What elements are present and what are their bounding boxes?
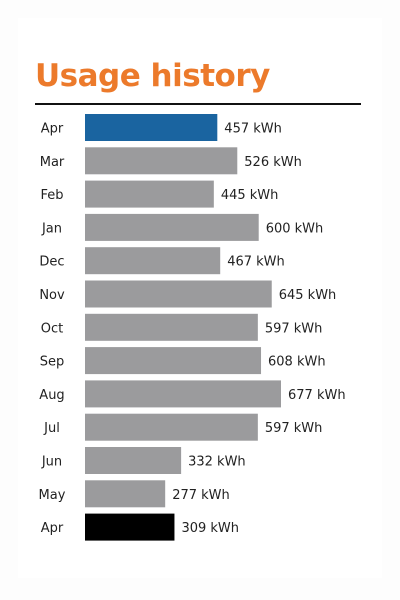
usage-value-label: 445 kWh <box>221 188 279 203</box>
usage-value-label: 597 kWh <box>265 421 323 436</box>
month-label: Oct <box>41 321 63 336</box>
month-label: Jul <box>43 421 60 436</box>
month-label: Dec <box>39 255 64 270</box>
usage-bar <box>85 114 218 141</box>
usage-bar <box>85 347 262 375</box>
usage-bar <box>85 313 258 341</box>
usage-value-label: 457 kWh <box>224 122 282 137</box>
month-label: Jan <box>41 221 62 236</box>
usage-bar <box>85 513 175 541</box>
usage-value-label: 277 kWh <box>172 488 230 503</box>
title-divider <box>35 103 361 105</box>
usage-bar <box>85 147 238 175</box>
usage-value-label: 526 kWh <box>244 155 302 170</box>
usage-bar <box>85 447 182 474</box>
usage-value-label: 677 kWh <box>288 388 346 403</box>
chart-title: Usage history <box>35 58 270 94</box>
usage-value-label: 309 kWh <box>181 521 239 536</box>
usage-bar <box>85 380 281 408</box>
usage-value-label: 597 kWh <box>265 321 323 336</box>
usage-value-label: 600 kWh <box>266 221 324 236</box>
usage-value-label: 467 kWh <box>227 255 285 270</box>
usage-history-card: Usage history Apr 457 kWh Mar 526 kWh Feb 445… <box>18 18 382 578</box>
month-label: May <box>39 488 66 503</box>
usage-bar <box>85 213 259 241</box>
usage-bar-chart: Apr 457 kWh Mar 526 kWh Feb 445 kWh Jan 600 kWh… <box>39 114 346 541</box>
month-label: Aug <box>39 388 64 403</box>
usage-value-label: 608 kWh <box>268 355 326 370</box>
usage-bar <box>85 280 272 308</box>
month-label: Mar <box>40 155 65 170</box>
usage-value-label: 645 kWh <box>279 288 337 303</box>
month-label: Feb <box>40 188 63 203</box>
usage-value-label: 332 kWh <box>188 455 246 470</box>
usage-bar <box>85 180 214 208</box>
month-label: Nov <box>39 288 65 303</box>
month-label: Jun <box>41 455 62 470</box>
usage-bar <box>85 480 166 508</box>
usage-bar <box>85 247 221 275</box>
month-label: Sep <box>40 355 65 370</box>
month-label: Apr <box>41 122 64 137</box>
month-label: Apr <box>41 521 64 536</box>
usage-bar <box>85 413 258 441</box>
